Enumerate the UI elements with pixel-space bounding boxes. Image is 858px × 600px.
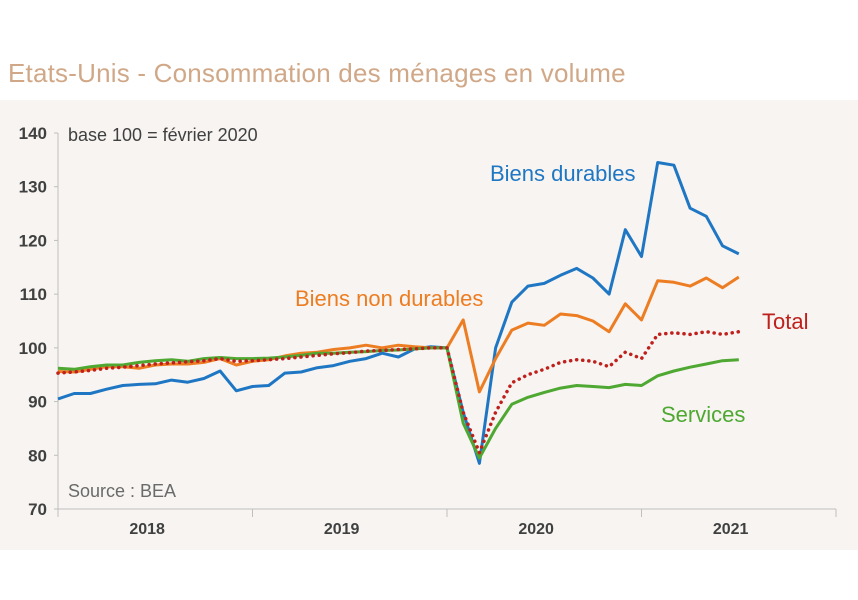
annotation-biens-durables: Biens durables (490, 161, 636, 186)
series-line-biens-non-durables (57, 275, 740, 394)
y-tick-label: 130 (19, 178, 47, 197)
chart-title: Etats-Unis - Consommation des ménages en… (8, 58, 626, 88)
series-line-biens-durables (57, 161, 740, 465)
base-note: base 100 = février 2020 (68, 125, 258, 145)
y-tick-label: 100 (19, 339, 47, 358)
series-line-total (56, 329, 741, 455)
annotation-biens-non-durables: Biens non durables (295, 286, 483, 311)
source-note: Source : BEA (68, 481, 176, 501)
y-tick-label: 120 (19, 231, 47, 250)
axes: 140 130 120 110 100 90 80 70 2018 2019 2020 2021 (19, 124, 837, 538)
y-tick-label: 140 (19, 124, 47, 143)
y-tick-label: 110 (20, 285, 47, 304)
chart-panel (0, 100, 858, 550)
annotation-total: Total (762, 309, 808, 334)
x-tick-label: 2021 (713, 521, 749, 538)
y-tick-label: 80 (28, 446, 47, 465)
y-tick-label: 90 (28, 393, 47, 412)
y-tick-label: 70 (28, 500, 47, 519)
x-tick-label: 2020 (518, 521, 554, 538)
x-tick-label: 2018 (129, 521, 165, 538)
x-tick-label: 2019 (324, 521, 360, 538)
annotation-services: Services (661, 402, 745, 427)
series-layer (56, 161, 741, 465)
